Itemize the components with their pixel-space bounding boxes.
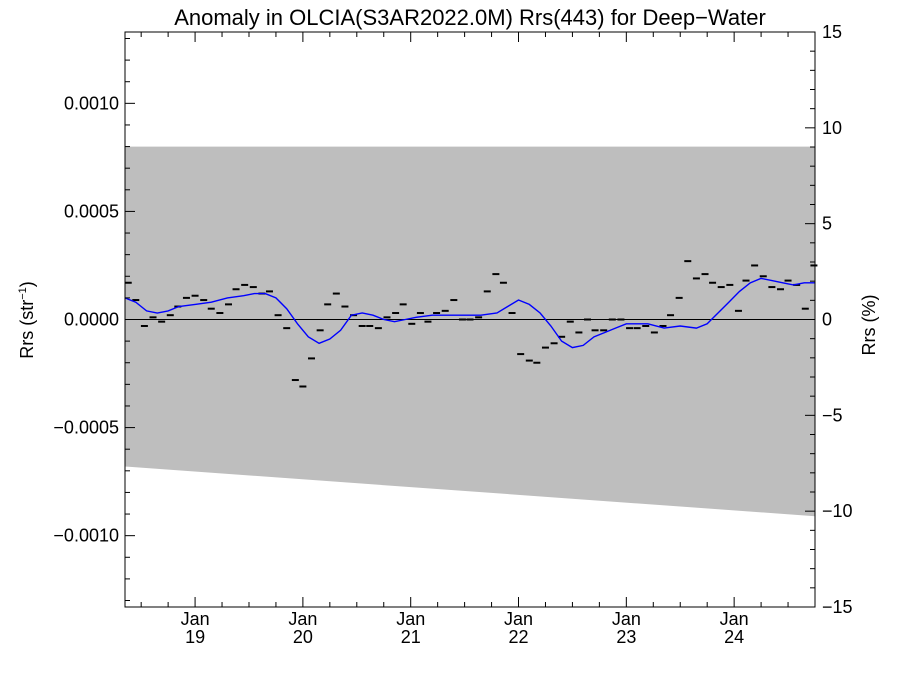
- y-axis-right: 15 10 5 0 −5 −10 −15: [805, 22, 853, 617]
- trend-line: [124, 277, 815, 349]
- y-left-tick-label: −0.0010: [53, 526, 119, 546]
- band-area: [125, 146, 815, 517]
- y-left-tick-label: 0.0005: [64, 201, 119, 221]
- x-tick-label-year: 23: [616, 627, 636, 647]
- y-right-tick-label: 10: [822, 118, 842, 138]
- uncertainty-band: [125, 146, 815, 517]
- x-tick-label-year: 24: [724, 627, 744, 647]
- anomaly-points: [124, 260, 818, 388]
- y-right-tick-label: −10: [822, 501, 853, 521]
- y-right-tick-label: 0: [822, 310, 832, 330]
- chart-title: Anomaly in OLCIA(S3AR2022.0M) Rrs(443) f…: [174, 5, 766, 30]
- x-tick-label-month: Jan: [396, 609, 425, 629]
- x-tick-label-month: Jan: [720, 609, 749, 629]
- y-axis-right-label: Rrs (%): [859, 295, 879, 356]
- x-tick-label-month: Jan: [288, 609, 317, 629]
- y-right-tick-label: −15: [822, 597, 853, 617]
- y-left-tick-label: 0.0010: [64, 93, 119, 113]
- y-right-tick-label: 5: [822, 214, 832, 234]
- x-tick-label-month: Jan: [612, 609, 641, 629]
- y-left-tick-label: 0.0000: [64, 310, 119, 330]
- x-tick-label-year: 21: [401, 627, 421, 647]
- trend-series-line: [124, 277, 815, 349]
- x-tick-label-year: 22: [509, 627, 529, 647]
- y-axis-left: 0.0010 0.0005 0.0000 −0.0005 −0.0010: [53, 37, 135, 602]
- x-tick-label-year: 20: [293, 627, 313, 647]
- y-right-tick-label: 15: [822, 22, 842, 42]
- x-tick-label-month: Jan: [504, 609, 533, 629]
- y-left-tick-label: −0.0005: [53, 418, 119, 438]
- x-tick-label-year: 19: [185, 627, 205, 647]
- y-axis-left-label: Rrs (str−1): [17, 281, 37, 359]
- y-right-tick-label: −5: [822, 405, 843, 425]
- x-tick-label-month: Jan: [181, 609, 210, 629]
